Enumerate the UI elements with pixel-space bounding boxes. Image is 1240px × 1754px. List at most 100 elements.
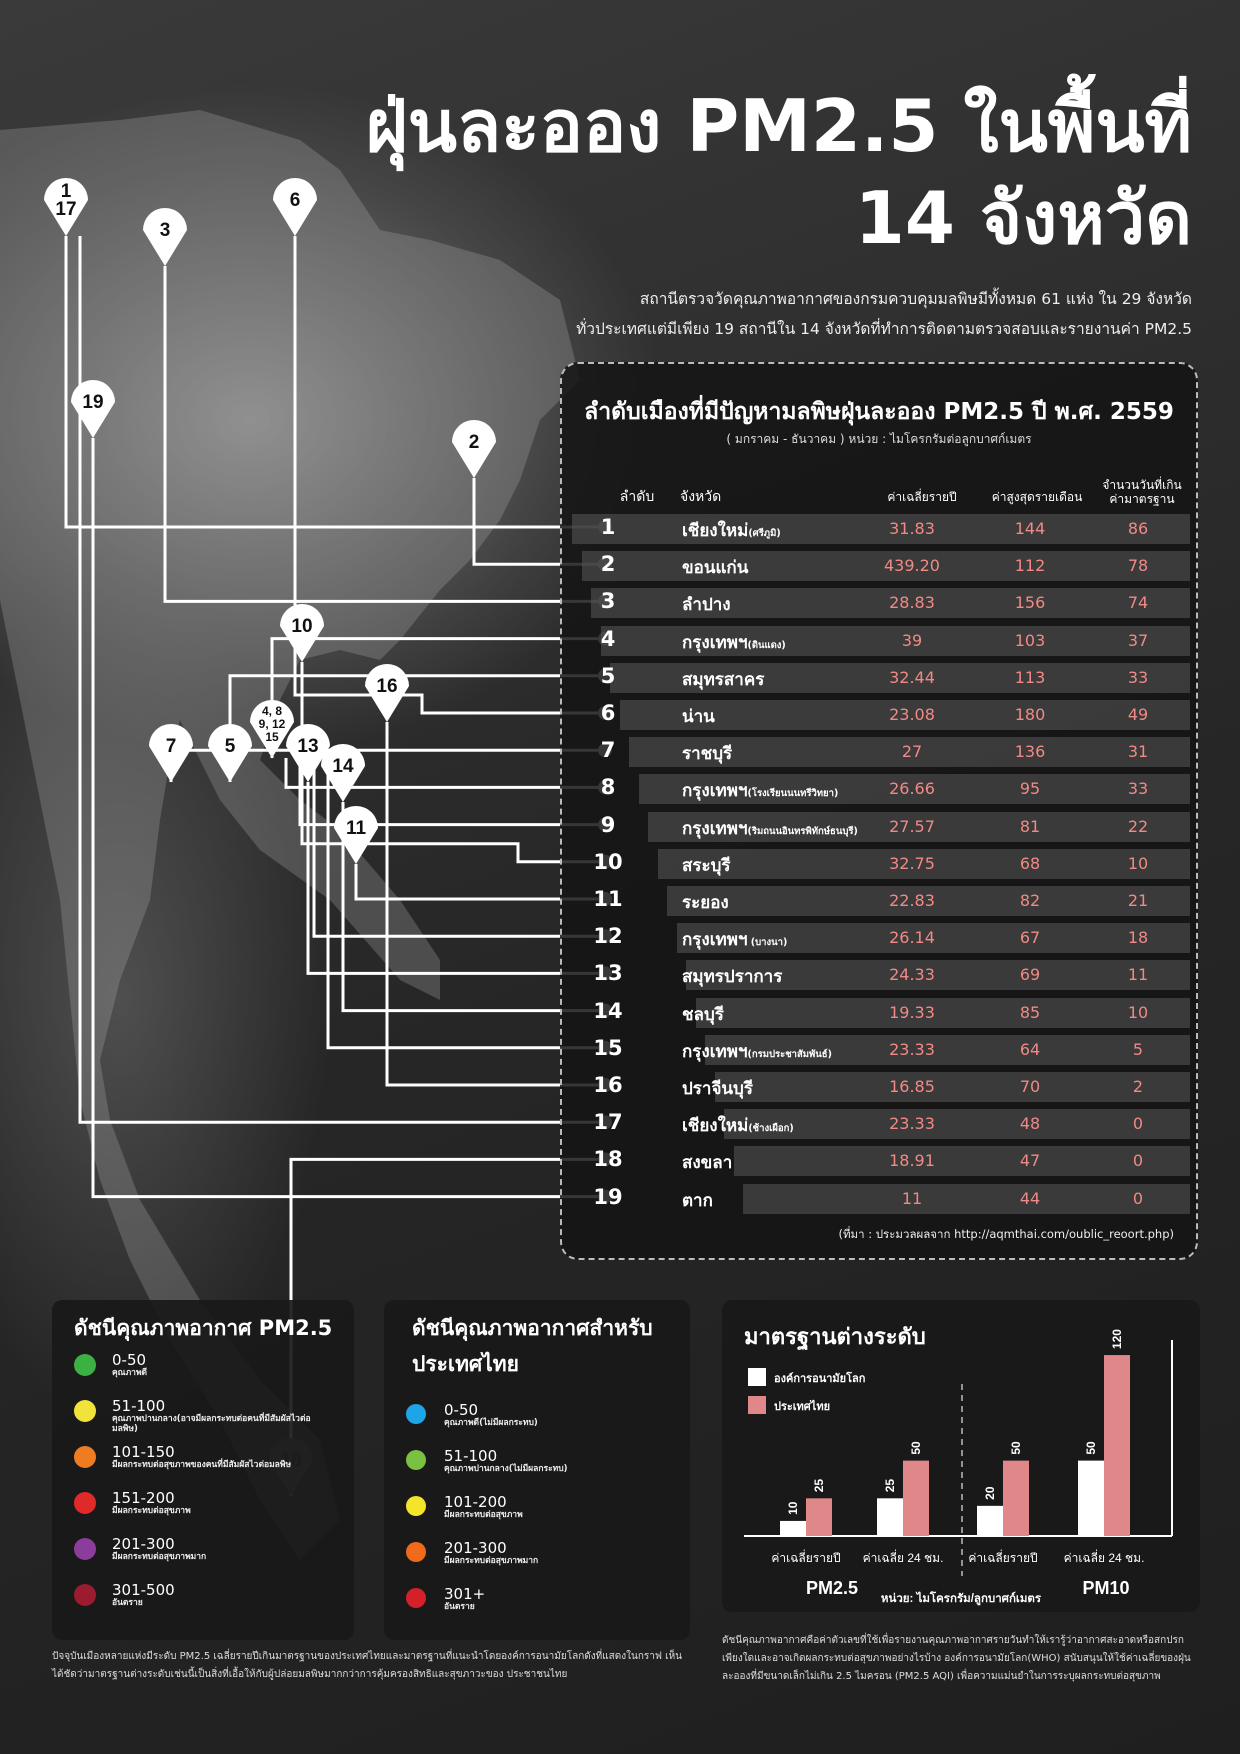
pin-marker: [250, 700, 294, 758]
row-station-name: (ช้างเผือก): [748, 1123, 794, 1135]
map-pin: 16: [365, 664, 409, 722]
row-province: สงขลา: [682, 1149, 732, 1176]
row-days-over: 33: [1127, 779, 1149, 799]
legend-series-name: ประเทศไทย: [774, 1399, 830, 1413]
bar-value-label: 120: [1110, 1329, 1124, 1349]
row-monthly-max: 67: [1019, 928, 1041, 948]
row-annual-avg: 19.33: [889, 1002, 935, 1022]
bar-value-label: 25: [812, 1479, 826, 1493]
ranking-row-bar: [620, 700, 1190, 730]
aqi-face-icon: [74, 1354, 96, 1376]
aqi-face-icon: [74, 1446, 96, 1468]
standards-chart: มาตรฐานต่างระดับองค์การอนามัยโลกประเทศไท…: [744, 1324, 1173, 1606]
bar-value-label: 20: [983, 1486, 997, 1500]
col-province-header: จังหวัด: [680, 489, 722, 505]
row-annual-avg: 23.33: [889, 1114, 935, 1134]
legend-desc: มีผลกระทบต่อสุขภาพมาก: [112, 1552, 207, 1562]
aqi-face-icon: [74, 1492, 96, 1514]
row-rank: 14: [593, 998, 623, 1023]
aqi-face-icon: [74, 1538, 96, 1560]
row-rank: 17: [593, 1110, 623, 1135]
thailand-silhouette: [0, 110, 580, 1560]
row-annual-avg: 32.75: [889, 853, 935, 873]
legend-item: 0-50 คุณภาพดี: [112, 1352, 312, 1378]
pin-marker: [286, 724, 330, 782]
ranking-row-bar: [696, 997, 1190, 1028]
pin-marker: [365, 664, 409, 722]
row-monthly-max: 68: [1019, 853, 1041, 873]
legend-range: 0-50: [112, 1351, 147, 1369]
row-province-name: น่าน: [682, 707, 715, 727]
row-annual-avg: 28.83: [889, 593, 935, 613]
row-rank: 6: [600, 701, 616, 725]
row-province: กรุงเทพฯ(กรมประชาสัมพันธ์): [682, 1038, 832, 1065]
row-monthly-max: 85: [1019, 1002, 1041, 1022]
row-province-name: ตาก: [682, 1190, 713, 1211]
ranking-row-bar: [724, 1109, 1190, 1140]
row-days-over: 78: [1127, 556, 1149, 576]
bar-value-label: 50: [909, 1441, 923, 1455]
connector-line: [78, 236, 605, 1124]
row-annual-avg: 27.57: [889, 816, 935, 836]
row-province-name: ลำปาง: [682, 595, 731, 616]
chart-bar: [1078, 1460, 1104, 1536]
ranking-row-bar: [734, 1146, 1190, 1177]
row-province: กรุงเทพฯ (บางนา): [682, 926, 787, 953]
pin-label: 4, 8: [262, 704, 282, 718]
connector-line: [284, 758, 605, 789]
row-monthly-max: 82: [1019, 891, 1041, 910]
legend-range: 101-200: [444, 1493, 507, 1511]
legend-item: 201-300 มีผลกระทบต่อสุขภาพมาก: [444, 1540, 664, 1566]
bar-value-label: 50: [1009, 1441, 1023, 1455]
row-province: สมุทรปราการ: [682, 963, 782, 990]
unit-label: หน่วย: ไมโครกรัม/ลูกบาศก์เมตร: [881, 1590, 1042, 1606]
row-province: กรุงเทพฯ(โรงเรียนนนทรีวิทยา): [682, 777, 838, 804]
row-rank: 7: [600, 738, 616, 763]
row-province-name: ราชบุรี: [682, 744, 733, 765]
legend-swatch: [748, 1396, 766, 1414]
row-monthly-max: 103: [1014, 630, 1046, 650]
ranking-row-bar: [610, 662, 1190, 693]
legend-desc: อันตราย: [444, 1602, 475, 1612]
legend-item: 0-50 คุณภาพดี(ไม่มีผลกระทบ): [444, 1402, 664, 1428]
connector-line: [312, 758, 605, 938]
pin-marker: [44, 178, 88, 236]
row-days-over: 0: [1132, 1114, 1144, 1134]
chart-bar: [903, 1460, 929, 1536]
row-annual-avg: 11: [901, 1188, 923, 1208]
connector-line: [326, 758, 605, 1050]
row-annual-avg: 24.33: [889, 965, 935, 985]
map-pin: 3: [143, 208, 187, 266]
row-annual-avg: 27: [901, 742, 923, 762]
row-rank: 9: [600, 812, 616, 837]
row-monthly-max: 64: [1019, 1039, 1041, 1059]
row-days-over: 10: [1127, 853, 1149, 873]
row-province: เชียงใหม่(ช้างเผือก): [682, 1112, 794, 1139]
row-annual-avg: 26.14: [889, 928, 935, 948]
legend-desc: คุณภาพดี: [112, 1368, 148, 1378]
row-province-name: ขอนแก่น: [682, 558, 749, 579]
row-province: ลำปาง: [682, 591, 731, 618]
map-pin: 117: [44, 178, 88, 236]
row-rank: 10: [593, 849, 623, 874]
standards-chart-panel: มาตรฐานต่างระดับ องค์การอนามัยโลก ประเทศไท…: [722, 1300, 1200, 1612]
legend-thai-panel: ดัชนีคุณภาพอากาศสำหรับ ประเทศไทย 0-50 คุณ…: [384, 1300, 690, 1640]
group-label: PM10: [1082, 1578, 1129, 1598]
legend-item: 101-150 มีผลกระทบต่อสุขภาพของคนที่มีสัมผั…: [112, 1444, 312, 1470]
row-province: ระยอง: [682, 889, 729, 916]
row-monthly-max: 180: [1014, 705, 1046, 724]
row-province: กรุงเทพฯ(ดินแดง): [682, 629, 786, 656]
row-days-over: 74: [1127, 593, 1149, 613]
connector-line: [300, 662, 605, 864]
ranking-row-bar: [705, 1034, 1190, 1065]
pin-label: 3: [160, 220, 171, 241]
row-annual-avg: 31.83: [889, 519, 935, 538]
legend-desc: คุณภาพปานกลาง(อาจมีผลกระทบต่อคนที่มีสัมผ…: [112, 1414, 311, 1434]
pin-marker: [143, 208, 187, 266]
legend-desc: มีผลกระทบต่อสุขภาพของคนที่มีสัมผัสไวต่อม…: [112, 1460, 292, 1470]
pin-label: 5: [225, 736, 236, 757]
legend-range: 201-300: [112, 1535, 175, 1553]
legend-range: 0-50: [444, 1401, 479, 1419]
